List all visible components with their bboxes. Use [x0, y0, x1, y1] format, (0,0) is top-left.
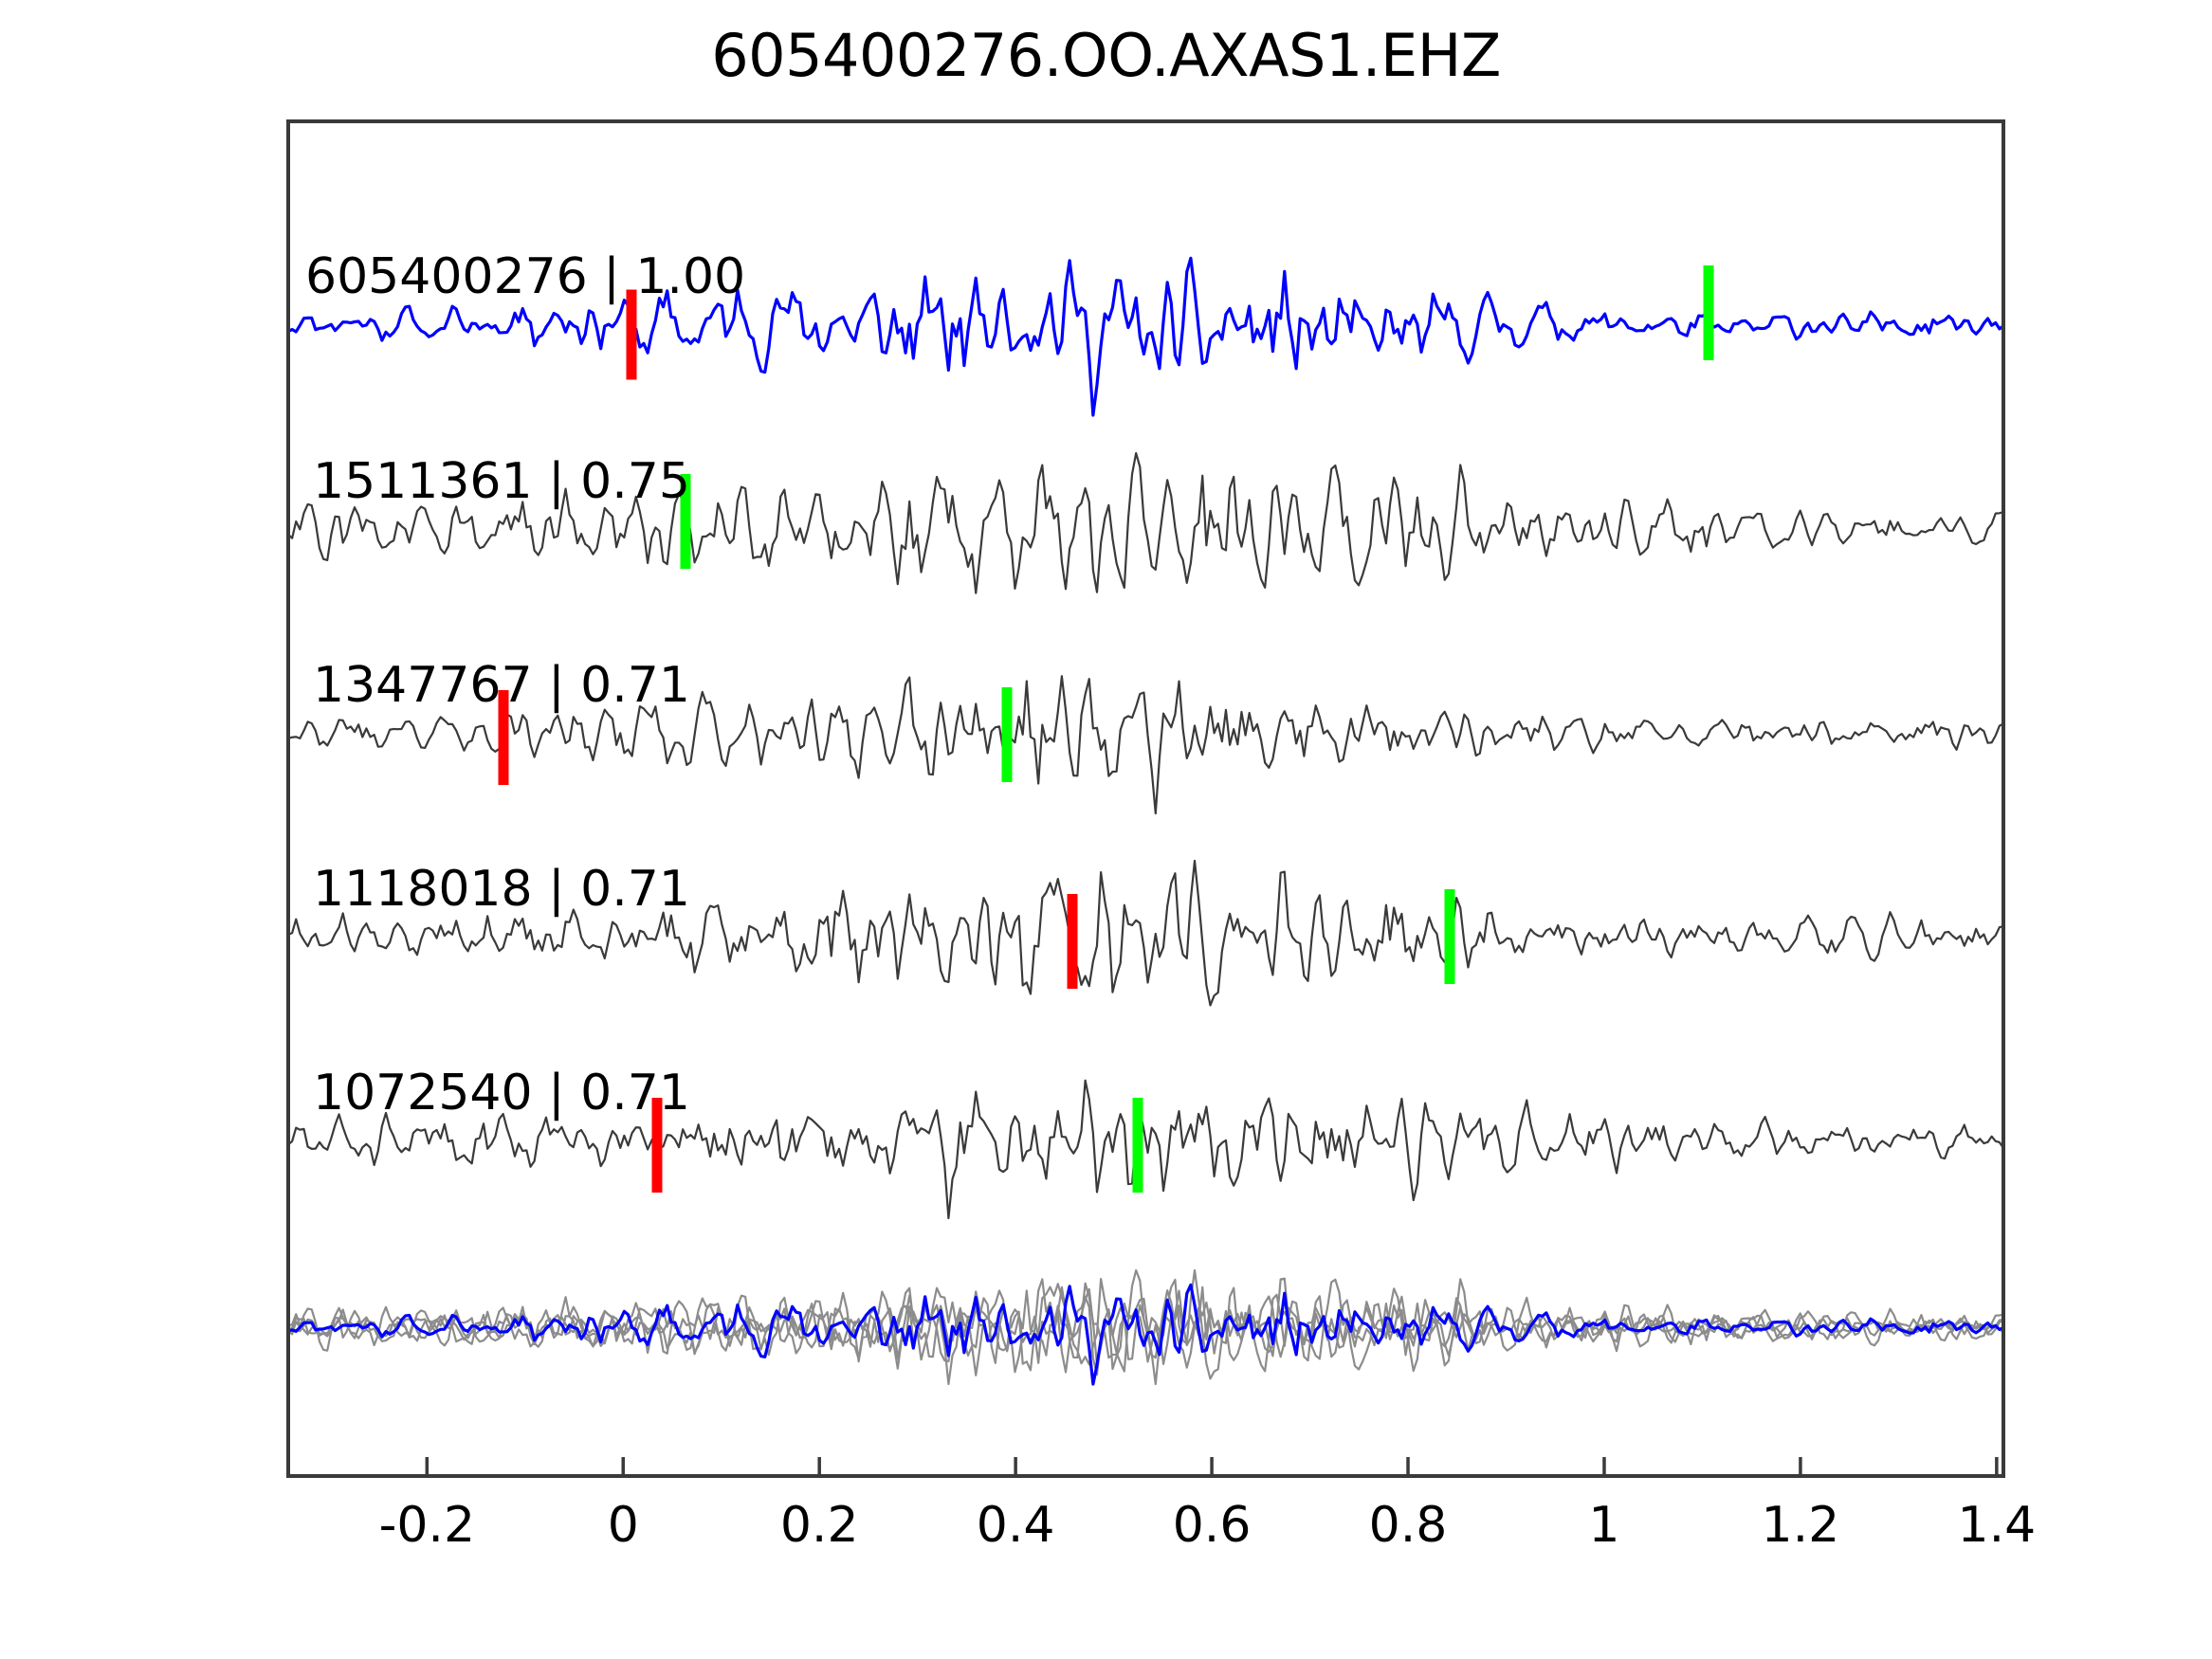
x-tick-label: 0.4	[976, 1497, 1055, 1554]
pick-marker-p	[1067, 894, 1078, 989]
stacked-trace-gray	[287, 1282, 2004, 1386]
waveform-trace	[286, 675, 2005, 815]
x-tick-label: 0	[607, 1497, 639, 1554]
pick-marker-s	[1703, 265, 1714, 360]
x-tick-label: -0.2	[378, 1497, 476, 1554]
pick-marker-s	[1444, 889, 1455, 984]
waveform-trace	[286, 451, 2005, 594]
stacked-trace-gray	[287, 1285, 2004, 1386]
x-tick-label: 1	[1588, 1497, 1620, 1554]
pick-marker-p	[498, 690, 509, 785]
trace-label-605400276: 605400276 | 1.00	[305, 248, 746, 305]
traces-group	[286, 256, 2005, 1386]
axes-frame-rect	[286, 119, 2005, 1478]
pick-marker-p	[651, 1098, 663, 1193]
x-tick-label: 0.6	[1172, 1497, 1252, 1554]
stacked-trace-template	[287, 1283, 2004, 1386]
axes-frame	[286, 119, 2005, 1478]
x-tick-label: 1.4	[1957, 1497, 2037, 1554]
trace-label-1511361: 1511361 | 0.75	[313, 453, 690, 510]
x-tick-label: 1.2	[1761, 1497, 1840, 1554]
pick-marker-s	[1132, 1098, 1143, 1193]
pick-marker-p	[626, 289, 637, 380]
x-tick-label: 0.8	[1368, 1497, 1448, 1554]
stacked-trace-gray	[287, 1268, 2004, 1380]
pick-marker-s	[1001, 687, 1013, 782]
waveform-trace	[286, 256, 2005, 417]
picks-group	[498, 265, 1714, 1193]
waveform-trace	[286, 859, 2005, 1007]
x-axis-ticks	[425, 1457, 1999, 1476]
pick-marker-s	[680, 474, 691, 569]
x-tick-label: 0.2	[779, 1497, 859, 1554]
trace-label-1118018: 1118018 | 0.71	[313, 861, 690, 918]
trace-label-1347767: 1347767 | 0.71	[313, 657, 690, 714]
page-title: 605400276.OO.AXAS1.EHZ	[711, 21, 1501, 90]
trace-label-1072540: 1072540 | 0.71	[313, 1065, 690, 1121]
waveform-trace	[286, 1079, 2005, 1220]
